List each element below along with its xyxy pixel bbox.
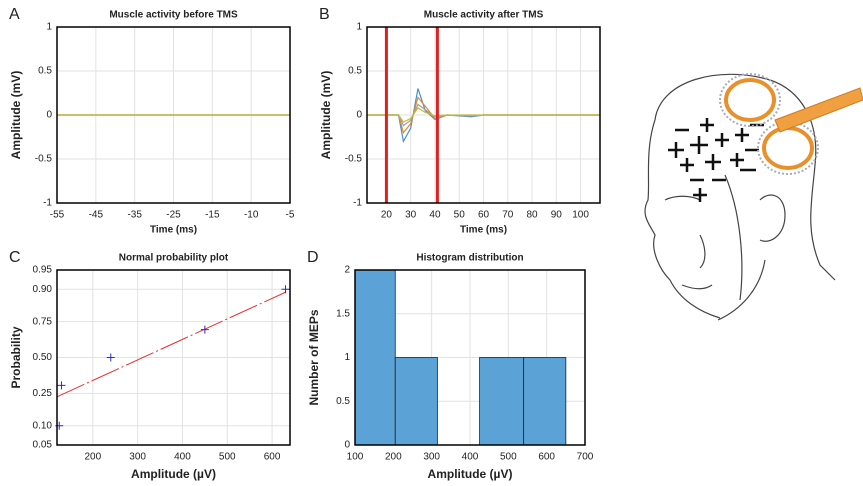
bar	[394, 357, 438, 446]
x-tick-label: 60	[478, 210, 490, 221]
x-tick-label: 600	[264, 452, 281, 463]
x-tick-label: 300	[423, 452, 440, 463]
y-tick-label: 0.75	[33, 316, 53, 327]
bar	[354, 269, 396, 446]
plot-frame	[366, 26, 601, 204]
panel-label: B	[319, 6, 330, 23]
x-tick-label: 30	[405, 210, 417, 221]
point	[281, 285, 290, 294]
chart-title: Histogram distribution	[416, 253, 523, 264]
y-tick-label: 0.5	[336, 396, 350, 407]
x-tick-label: 400	[462, 452, 479, 463]
y-tick-label: 1.5	[336, 308, 350, 319]
bar	[523, 357, 567, 446]
x-tick-label: 400	[174, 452, 191, 463]
chart-title: Muscle activity before TMS	[109, 10, 238, 21]
x-tick-label: 500	[219, 452, 236, 463]
x-axis-label: Time (ms)	[150, 225, 197, 236]
y-tick-label: 0	[344, 440, 350, 451]
plot-frame	[56, 269, 291, 446]
y-tick-label: 1	[344, 352, 350, 363]
line	[367, 107, 600, 123]
y-tick-label: 0.05	[33, 440, 53, 451]
x-tick-label: 20	[381, 210, 393, 221]
x-tick-label: -25	[166, 210, 181, 221]
chart-title: Normal probability plot	[119, 253, 229, 264]
point	[200, 325, 209, 334]
head-illustration	[644, 73, 836, 321]
x-tick-label: -55	[50, 210, 65, 221]
x-tick-label: 100	[347, 452, 364, 463]
x-tick-label: -35	[127, 210, 142, 221]
chart-title: Muscle activity after TMS	[424, 10, 544, 21]
plot-frame	[56, 26, 291, 204]
panel-label: C	[9, 249, 21, 266]
charge-signs	[668, 118, 764, 202]
y-tick-label: 0.95	[33, 265, 53, 276]
y-axis-label: Probability	[9, 326, 23, 388]
y-tick-label: 0.50	[33, 352, 53, 363]
x-tick-label: -45	[89, 210, 104, 221]
x-tick-label: -5	[286, 210, 295, 221]
y-tick-label: 0.90	[33, 284, 53, 295]
y-tick-label: 0.5	[348, 66, 362, 77]
panel-label: A	[9, 6, 20, 23]
fit-line	[56, 291, 286, 398]
y-tick-label: -1	[43, 198, 52, 209]
y-tick-label: 0.10	[33, 420, 53, 431]
plot-frame	[354, 269, 586, 446]
x-tick-label: 600	[538, 452, 555, 463]
tms-coil	[719, 73, 863, 175]
x-tick-label: 70	[502, 210, 514, 221]
point	[57, 381, 66, 390]
panel-label: D	[307, 249, 319, 266]
x-tick-label: -15	[205, 210, 220, 221]
point	[106, 353, 115, 362]
y-axis-label: Number of MEPs	[307, 309, 321, 405]
x-axis-label: Amplitude (µV)	[131, 467, 216, 481]
x-tick-label: 200	[385, 452, 402, 463]
x-tick-label: 300	[129, 452, 146, 463]
y-tick-label: 1	[46, 22, 52, 33]
x-tick-label: 700	[577, 452, 594, 463]
x-axis-label: Amplitude (µV)	[428, 467, 513, 481]
x-axis-label: Time (ms)	[460, 225, 507, 236]
x-tick-label: 40	[429, 210, 441, 221]
bar	[479, 357, 525, 446]
x-tick-label: -10	[244, 210, 259, 221]
y-tick-label: 0.5	[38, 66, 52, 77]
y-axis-label: Amplitude (mV)	[9, 71, 23, 160]
y-tick-label: -1	[353, 198, 362, 209]
x-tick-label: 90	[551, 210, 563, 221]
y-tick-label: 0.25	[33, 388, 53, 399]
y-tick-label: 1	[356, 22, 362, 33]
x-tick-label: 100	[572, 210, 589, 221]
y-tick-label: 0	[46, 110, 52, 121]
x-tick-label: 500	[500, 452, 517, 463]
y-tick-label: 0	[356, 110, 362, 121]
x-tick-label: 80	[526, 210, 538, 221]
x-tick-label: 50	[454, 210, 466, 221]
y-tick-label: -0.5	[35, 154, 53, 165]
x-tick-label: 200	[85, 452, 102, 463]
y-tick-label: 2	[344, 265, 350, 276]
y-axis-label: Amplitude (mV)	[319, 71, 333, 160]
y-tick-label: -0.5	[345, 154, 363, 165]
